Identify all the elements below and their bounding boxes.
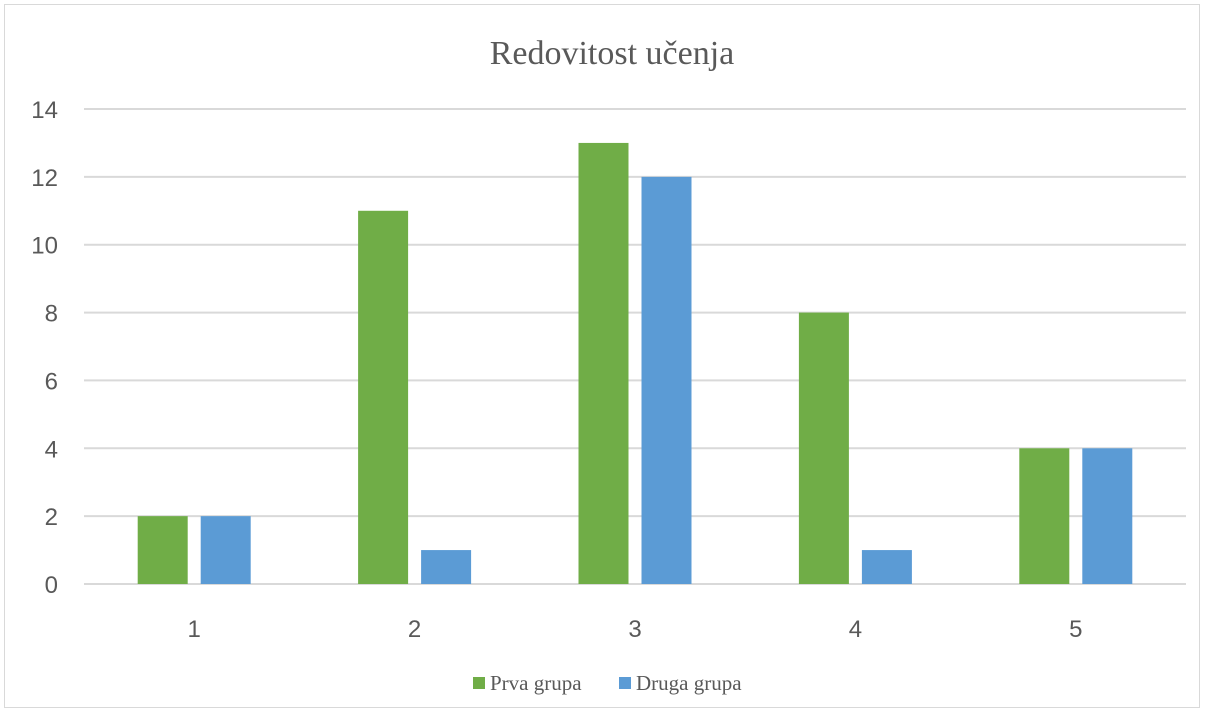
x-tick-label: 3 <box>628 616 641 643</box>
bar-prva-grupa-1 <box>137 516 188 584</box>
legend: Prva grupa Druga grupa <box>473 671 742 695</box>
y-tick-label: 6 <box>45 368 58 395</box>
legend-label: Druga grupa <box>636 671 742 695</box>
bar-prva-grupa-2 <box>358 210 409 585</box>
bar-prva-grupa-4 <box>798 312 849 584</box>
chart-title: Redovitost učenja <box>490 35 735 72</box>
bar-druga-grupa-5 <box>1082 448 1133 584</box>
x-tick-label: 1 <box>188 616 201 643</box>
bar-prva-grupa-5 <box>1019 448 1070 584</box>
bar-druga-grupa-3 <box>641 176 692 584</box>
y-axis-tick-labels: 0 2 4 6 8 10 12 14 <box>31 97 58 599</box>
y-tick-label: 4 <box>45 436 58 463</box>
bar-druga-grupa-1 <box>200 516 251 584</box>
legend-swatch <box>473 677 485 689</box>
x-tick-label: 2 <box>408 616 421 643</box>
legend-label: Prva grupa <box>490 671 582 695</box>
bars <box>137 142 1133 585</box>
bar-prva-grupa-3 <box>578 142 629 584</box>
y-tick-label: 12 <box>31 165 58 192</box>
x-tick-label: 5 <box>1069 616 1082 643</box>
y-tick-label: 14 <box>31 97 58 124</box>
legend-swatch <box>619 677 631 689</box>
x-tick-label: 4 <box>849 616 862 643</box>
bar-druga-grupa-4 <box>861 550 912 584</box>
y-tick-label: 2 <box>45 504 58 531</box>
y-tick-label: 10 <box>31 233 58 260</box>
gridlines <box>84 108 1186 585</box>
x-axis-tick-labels: 1 2 3 4 5 <box>188 616 1083 643</box>
bar-druga-grupa-2 <box>421 550 472 584</box>
y-tick-label: 0 <box>45 572 58 599</box>
y-tick-label: 8 <box>45 301 58 328</box>
